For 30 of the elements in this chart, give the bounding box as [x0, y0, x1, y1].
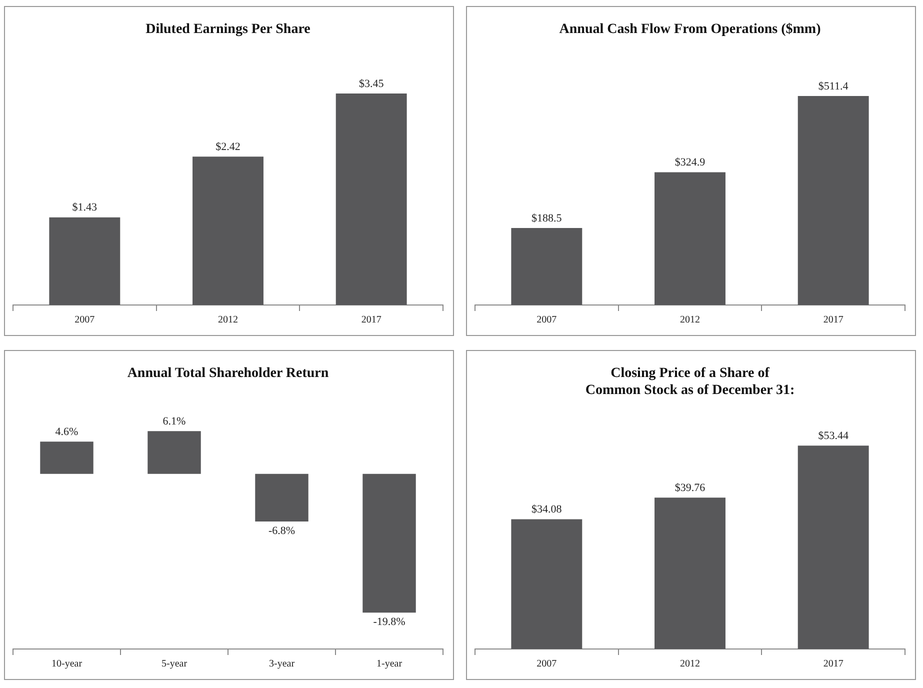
x-tick-label: 5-year	[161, 658, 188, 670]
x-tick-label: 2012	[680, 658, 700, 670]
data-label: $3.45	[358, 78, 384, 90]
x-tick-label: 2017	[823, 658, 844, 670]
data-label: $188.5	[532, 212, 562, 224]
x-tick-label: 2007	[536, 314, 557, 326]
x-tick-label: 2007	[536, 658, 557, 670]
x-tick-label: 2017	[823, 314, 844, 326]
data-label: 4.6%	[55, 426, 78, 438]
chart-title: Annual Total Shareholder Return	[127, 366, 329, 382]
data-label: $53.44	[818, 430, 849, 442]
data-label: $511.4	[818, 80, 849, 92]
data-label: $34.08	[532, 504, 562, 516]
x-tick-label: 2017	[361, 314, 382, 326]
x-tick-label: 10-year	[51, 658, 83, 670]
x-tick-label: 2012	[218, 314, 238, 326]
x-tick-label: 2012	[680, 314, 700, 326]
data-label: $2.42	[216, 141, 240, 154]
data-label: 6.1%	[162, 416, 186, 428]
x-tick-label: 2007	[74, 314, 95, 326]
chart-title: Closing Price of a Share of Common Stock as of December 31:	[585, 366, 795, 398]
data-label: $39.76	[674, 482, 706, 494]
x-tick-label: 3-year	[268, 658, 296, 670]
data-label: $1.43	[72, 202, 98, 214]
chart-title: Diluted Earnings Per Share	[146, 22, 310, 38]
data-label: $324.9	[674, 156, 706, 169]
x-tick-label: 1-year	[376, 658, 403, 670]
data-label: -19.8%	[373, 616, 406, 628]
data-label: -6.8%	[268, 524, 296, 537]
chart-title: Annual Cash Flow From Operations ($mm)	[559, 22, 822, 38]
